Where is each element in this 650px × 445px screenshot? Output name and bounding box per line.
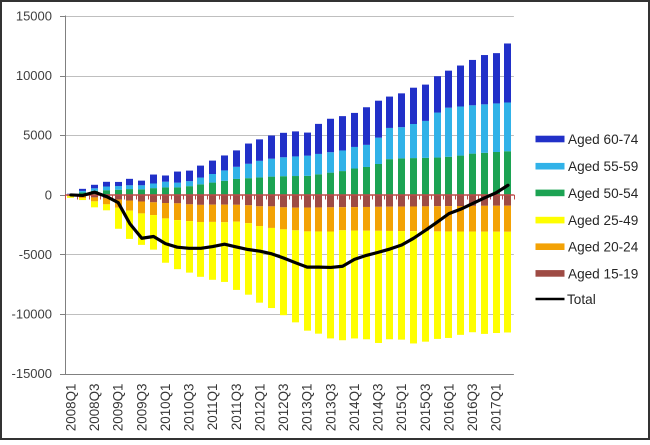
svg-text:2010Q3: 2010Q3 — [182, 384, 197, 432]
svg-text:2013Q3: 2013Q3 — [323, 384, 338, 432]
svg-text:2010Q1: 2010Q1 — [158, 384, 173, 432]
svg-text:0: 0 — [45, 187, 52, 202]
svg-text:2008Q1: 2008Q1 — [63, 384, 78, 432]
svg-text:2017Q1: 2017Q1 — [489, 384, 504, 432]
svg-text:-15000: -15000 — [12, 366, 52, 381]
svg-text:Aged 55-59: Aged 55-59 — [568, 159, 638, 174]
svg-text:2014Q1: 2014Q1 — [347, 384, 362, 432]
svg-text:-10000: -10000 — [12, 307, 52, 322]
svg-text:2012Q1: 2012Q1 — [252, 384, 267, 432]
svg-text:2016Q3: 2016Q3 — [465, 384, 480, 432]
svg-text:Aged 20-24: Aged 20-24 — [568, 240, 639, 255]
svg-text:Total: Total — [567, 292, 596, 307]
svg-text:5000: 5000 — [23, 128, 52, 143]
svg-text:-5000: -5000 — [19, 247, 52, 262]
svg-text:2016Q1: 2016Q1 — [441, 384, 456, 432]
svg-text:2009Q1: 2009Q1 — [111, 384, 126, 432]
svg-text:2011Q3: 2011Q3 — [229, 384, 244, 431]
svg-text:2012Q3: 2012Q3 — [276, 384, 291, 432]
svg-text:Aged 60-74: Aged 60-74 — [568, 132, 639, 147]
svg-text:10000: 10000 — [16, 68, 52, 83]
svg-text:Aged 25-49: Aged 25-49 — [568, 213, 638, 228]
svg-text:2008Q3: 2008Q3 — [87, 384, 102, 432]
svg-text:Aged 15-19: Aged 15-19 — [568, 266, 638, 281]
svg-text:2015Q1: 2015Q1 — [394, 384, 409, 432]
svg-text:Aged 50-54: Aged 50-54 — [568, 186, 639, 201]
svg-text:2015Q3: 2015Q3 — [418, 384, 433, 432]
svg-text:2013Q1: 2013Q1 — [300, 384, 315, 432]
svg-text:2011Q1: 2011Q1 — [205, 384, 220, 431]
svg-text:2009Q3: 2009Q3 — [134, 384, 149, 432]
svg-text:15000: 15000 — [16, 9, 52, 24]
svg-text:2014Q3: 2014Q3 — [371, 384, 386, 432]
